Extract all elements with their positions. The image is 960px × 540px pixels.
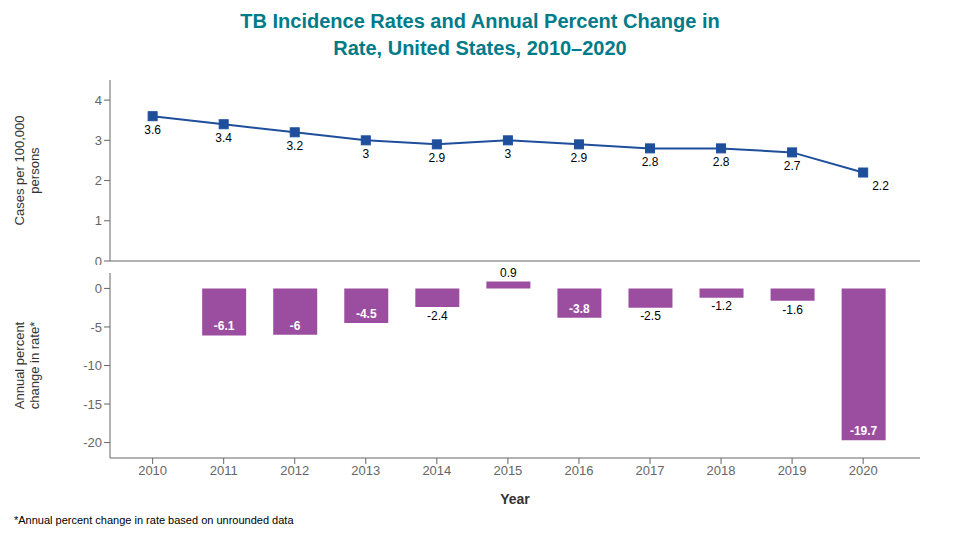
html-text:*Annual percent change in rate: *Annual percent change in rate based on … xyxy=(14,514,294,526)
svg-text:Annual percent: Annual percent xyxy=(12,321,27,409)
svg-text:2.8: 2.8 xyxy=(713,155,730,169)
svg-text:-4.5: -4.5 xyxy=(356,307,377,321)
svg-text:2011: 2011 xyxy=(210,463,238,478)
svg-text:2013: 2013 xyxy=(351,463,380,478)
svg-text:0: 0 xyxy=(95,254,102,265)
svg-text:2.9: 2.9 xyxy=(428,151,445,165)
svg-text:2.9: 2.9 xyxy=(571,151,588,165)
svg-text:3: 3 xyxy=(505,147,512,161)
svg-text:0: 0 xyxy=(95,281,102,296)
svg-text:2019: 2019 xyxy=(778,463,807,478)
svg-text:persons: persons xyxy=(27,147,42,194)
svg-text:2020: 2020 xyxy=(849,463,878,478)
svg-text:2.2: 2.2 xyxy=(872,179,889,193)
svg-text:-6.1: -6.1 xyxy=(214,319,235,333)
svg-text:2015: 2015 xyxy=(493,463,522,478)
svg-text:-2.4: -2.4 xyxy=(427,309,448,323)
svg-text:2012: 2012 xyxy=(280,463,309,478)
svg-text:-20: -20 xyxy=(83,435,102,450)
svg-text:3.4: 3.4 xyxy=(215,131,232,145)
svg-text:3.2: 3.2 xyxy=(286,139,303,153)
svg-text:-1.2: -1.2 xyxy=(711,299,732,313)
svg-text:3.6: 3.6 xyxy=(144,123,161,137)
svg-text:2014: 2014 xyxy=(422,463,451,478)
svg-text:1: 1 xyxy=(95,213,102,228)
svg-text:-10: -10 xyxy=(83,358,102,373)
svg-text:-2.5: -2.5 xyxy=(640,309,661,323)
svg-text:-3.8: -3.8 xyxy=(569,302,590,316)
svg-text:-15: -15 xyxy=(83,397,102,412)
svg-text:3: 3 xyxy=(362,147,369,161)
svg-text:-5: -5 xyxy=(90,320,102,335)
svg-text:Year: Year xyxy=(500,491,530,507)
svg-text:2010: 2010 xyxy=(138,463,167,478)
svg-text:2017: 2017 xyxy=(636,463,665,478)
svg-text:2.8: 2.8 xyxy=(642,155,659,169)
svg-text:0.9: 0.9 xyxy=(500,266,517,280)
svg-text:-1.6: -1.6 xyxy=(782,303,803,317)
svg-text:2: 2 xyxy=(95,173,102,188)
html-text:TB Incidence Rates and Annual: TB Incidence Rates and Annual Percent Ch… xyxy=(240,10,720,32)
svg-text:-6: -6 xyxy=(290,319,301,333)
svg-text:Cases per 100,000: Cases per 100,000 xyxy=(12,116,27,226)
html-text:Rate, United States, 2010–2020: Rate, United States, 2010–2020 xyxy=(333,37,627,59)
svg-text:4: 4 xyxy=(95,93,102,108)
svg-text:change in rate*: change in rate* xyxy=(27,322,42,409)
svg-text:-19.7: -19.7 xyxy=(850,424,878,438)
svg-text:2018: 2018 xyxy=(707,463,736,478)
svg-text:3: 3 xyxy=(95,133,102,148)
svg-text:2.7: 2.7 xyxy=(784,159,801,173)
svg-text:2016: 2016 xyxy=(564,463,593,478)
